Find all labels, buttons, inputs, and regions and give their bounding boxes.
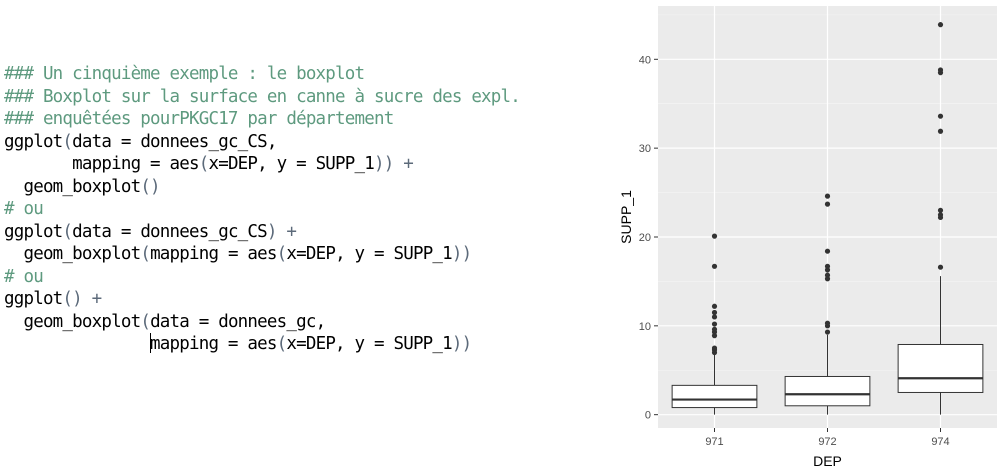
code-paren: () xyxy=(140,176,160,197)
outlier-point xyxy=(711,233,718,239)
outlier-point xyxy=(711,345,718,351)
code-paren: () xyxy=(62,289,82,309)
code-comment-line: ### enquêtées pourPKGC17 par département xyxy=(4,109,394,129)
outlier-point xyxy=(824,267,831,273)
code-paren: )) xyxy=(373,154,394,174)
code-token: x=DEP, y = SUPP_1 xyxy=(208,154,374,174)
code-paren: ( xyxy=(140,311,151,332)
text-caret xyxy=(150,333,152,353)
code-paren: ( xyxy=(140,244,151,264)
code-paren: ( xyxy=(198,154,210,174)
code-line: geom_boxplot(data = donnees_gc, xyxy=(4,311,326,333)
outlier-point xyxy=(824,329,831,335)
code-token: geom_boxplot xyxy=(4,311,141,332)
outlier-point xyxy=(824,193,831,199)
code-token: mapping = aes xyxy=(150,334,277,354)
axis-layer: 0 10 20 30 40 971 972 974 xyxy=(639,54,950,448)
code-token: ggplot xyxy=(4,131,63,152)
code-token: mapping = aes xyxy=(4,154,199,174)
code-comment-line: # ou xyxy=(4,266,44,287)
code-token: ggplot xyxy=(4,289,63,309)
code-line: mapping = aes(x=DEP, y = SUPP_1)) xyxy=(4,333,472,355)
code-token: x=DEP, y = SUPP_1 xyxy=(286,244,452,264)
outlier-point xyxy=(824,201,831,207)
code-comment-line: # ou xyxy=(4,199,44,219)
code-editor[interactable]: ### Un cinquième exemple : le boxplot ###… xyxy=(0,63,600,363)
box-iqr xyxy=(784,375,871,407)
code-token: mapping = aes xyxy=(150,244,277,264)
code-comment-line: ### Boxplot sur la surface en canne à su… xyxy=(4,86,521,107)
code-token: x=DEP, y = SUPP_1 xyxy=(286,334,452,354)
y-tick-label: 0 xyxy=(645,410,651,422)
x-tick-label: 971 xyxy=(705,436,723,448)
code-operator: + xyxy=(91,289,103,309)
code-line: geom_boxplot() xyxy=(4,176,160,198)
outlier-point xyxy=(824,272,831,278)
code-paren: ( xyxy=(62,221,73,242)
box-972 xyxy=(784,193,871,415)
x-axis-title: DEP xyxy=(813,453,842,469)
code-token xyxy=(4,334,150,354)
outlier-point xyxy=(711,333,718,339)
box-974 xyxy=(897,22,984,415)
code-paren: )) xyxy=(451,334,472,354)
code-line: ggplot(data = donnees_gc_CS, xyxy=(4,131,277,153)
outlier-point xyxy=(937,67,944,73)
x-tick-label: 972 xyxy=(818,436,836,448)
outlier-point xyxy=(711,309,718,316)
code-operator: + xyxy=(286,221,297,242)
code-line: ggplot(data = donnees_gc_CS) + xyxy=(4,221,297,243)
y-tick-label: 30 xyxy=(639,143,651,155)
code-token: data = donnees_gc, xyxy=(150,311,326,332)
boxplot-chart: 0 10 20 30 40 971 972 974 DEP SUPP_1 xyxy=(618,6,997,469)
outlier-point xyxy=(937,113,944,119)
code-line: mapping = aes(x=DEP, y = SUPP_1)) + xyxy=(4,153,414,175)
y-tick-label: 40 xyxy=(639,54,651,66)
code-line: geom_boxplot(mapping = aes(x=DEP, y = SU… xyxy=(4,243,472,265)
code-token: geom_boxplot xyxy=(4,244,141,264)
y-tick-label: 20 xyxy=(639,232,651,244)
code-token: data = donnees_gc_CS xyxy=(72,221,268,242)
box-layer xyxy=(671,22,984,415)
code-line: ggplot() + xyxy=(4,288,103,310)
box-971 xyxy=(671,233,758,415)
code-token: geom_boxplot xyxy=(4,176,141,197)
outlier-point xyxy=(937,22,944,28)
code-operator: + xyxy=(403,154,414,174)
outlier-point xyxy=(824,320,831,326)
y-axis-title: SUPP_1 xyxy=(618,190,634,244)
outlier-point xyxy=(711,303,718,309)
outlier-point xyxy=(937,207,944,213)
box-iqr xyxy=(671,384,758,409)
outlier-point xyxy=(937,264,944,270)
code-token: ggplot xyxy=(4,221,63,242)
outlier-point xyxy=(824,276,831,282)
outlier-point xyxy=(711,321,718,327)
outlier-point xyxy=(711,314,718,320)
code-paren: ( xyxy=(276,334,288,354)
outlier-point xyxy=(937,128,944,134)
outlier-point xyxy=(937,212,944,218)
outlier-point xyxy=(824,263,831,269)
outlier-point xyxy=(824,248,831,254)
code-paren: ) xyxy=(266,221,278,242)
x-tick-label: 974 xyxy=(931,436,949,448)
code-comment-line: ### Un cinquième exemple : le boxplot xyxy=(4,64,365,84)
code-paren: ( xyxy=(62,131,73,152)
y-tick-label: 10 xyxy=(639,321,651,333)
code-token xyxy=(82,289,92,309)
code-paren: )) xyxy=(451,244,472,264)
code-token xyxy=(393,154,403,174)
box-iqr xyxy=(897,343,984,393)
outlier-point xyxy=(711,326,718,332)
code-paren: ( xyxy=(276,244,288,264)
code-token: data = donnees_gc_CS, xyxy=(72,131,277,152)
outlier-point xyxy=(711,263,718,269)
code-token xyxy=(277,222,287,242)
